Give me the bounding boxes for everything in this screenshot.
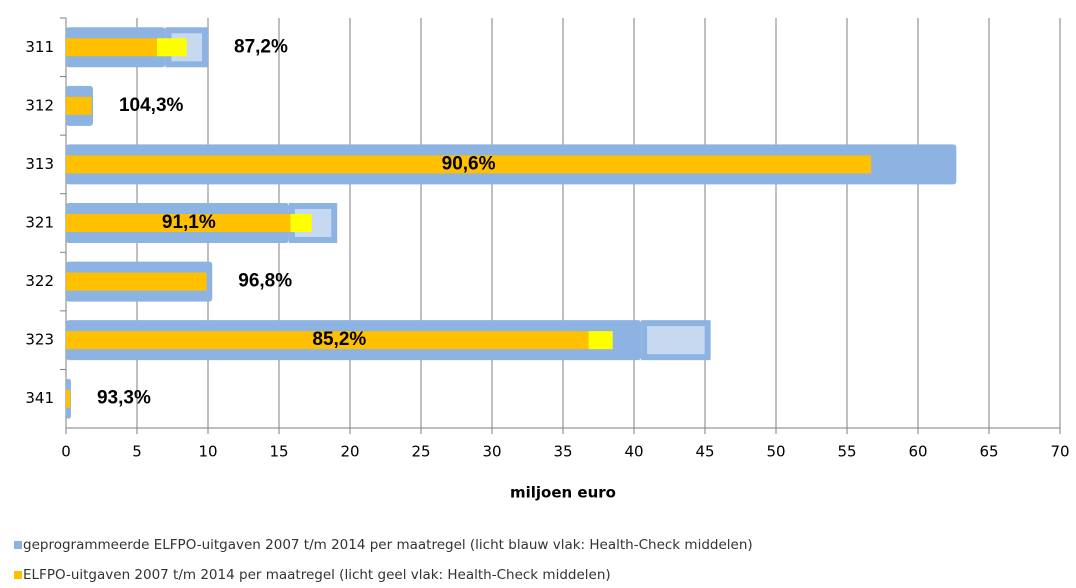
y-tick-label: 323: [25, 331, 54, 349]
spent-hc-segment: [588, 331, 613, 350]
x-tick-label: 40: [624, 443, 643, 461]
x-tick-label: 15: [269, 443, 288, 461]
percent-label: 91,1%: [162, 212, 216, 233]
percent-label: 104,3%: [119, 95, 184, 116]
percent-label: 85,2%: [312, 329, 366, 350]
y-tick-label: 313: [25, 155, 54, 173]
legend-label: ELFPO-uitgaven 2007 t/m 2014 per maatreg…: [23, 567, 611, 583]
legend-swatch: [14, 541, 22, 549]
spent-bar: [66, 96, 92, 115]
spent-bar: [66, 155, 872, 174]
legend-swatch: [14, 571, 22, 579]
spent-bar: [66, 38, 157, 57]
percent-label: 87,2%: [234, 36, 288, 57]
x-tick-label: 70: [1050, 443, 1069, 461]
spent-bar: [66, 331, 589, 350]
spent-hc-segment: [290, 214, 312, 232]
spent-bar: [66, 389, 71, 408]
spent-bar: [66, 272, 207, 291]
x-tick-label: 55: [837, 443, 856, 461]
x-tick-label: 30: [482, 443, 501, 461]
x-tick-label: 20: [340, 443, 359, 461]
y-tick-label: 321: [25, 214, 54, 232]
y-tick-label: 312: [25, 96, 54, 114]
spent-hc-segment: [156, 38, 187, 57]
y-tick-label: 341: [25, 389, 54, 407]
x-axis-title: miljoen euro: [510, 484, 616, 502]
spent-bar: [66, 214, 291, 232]
percent-label: 93,3%: [97, 388, 151, 409]
x-tick-label: 45: [695, 443, 714, 461]
percent-label: 90,6%: [442, 153, 496, 174]
x-tick-label: 60: [908, 443, 927, 461]
x-tick-label: 10: [198, 443, 217, 461]
x-tick-label: 65: [979, 443, 998, 461]
y-tick-label: 322: [25, 272, 54, 290]
y-tick-label: 311: [25, 38, 54, 56]
x-tick-label: 25: [411, 443, 430, 461]
legend-label: geprogrammeerde ELFPO-uitgaven 2007 t/m …: [23, 537, 753, 553]
x-tick-label: 35: [553, 443, 572, 461]
x-tick-label: 0: [61, 443, 71, 461]
x-tick-label: 5: [132, 443, 142, 461]
x-tick-label: 50: [766, 443, 785, 461]
programmed-hc-segment: [641, 320, 711, 361]
percent-label: 96,8%: [238, 271, 292, 292]
